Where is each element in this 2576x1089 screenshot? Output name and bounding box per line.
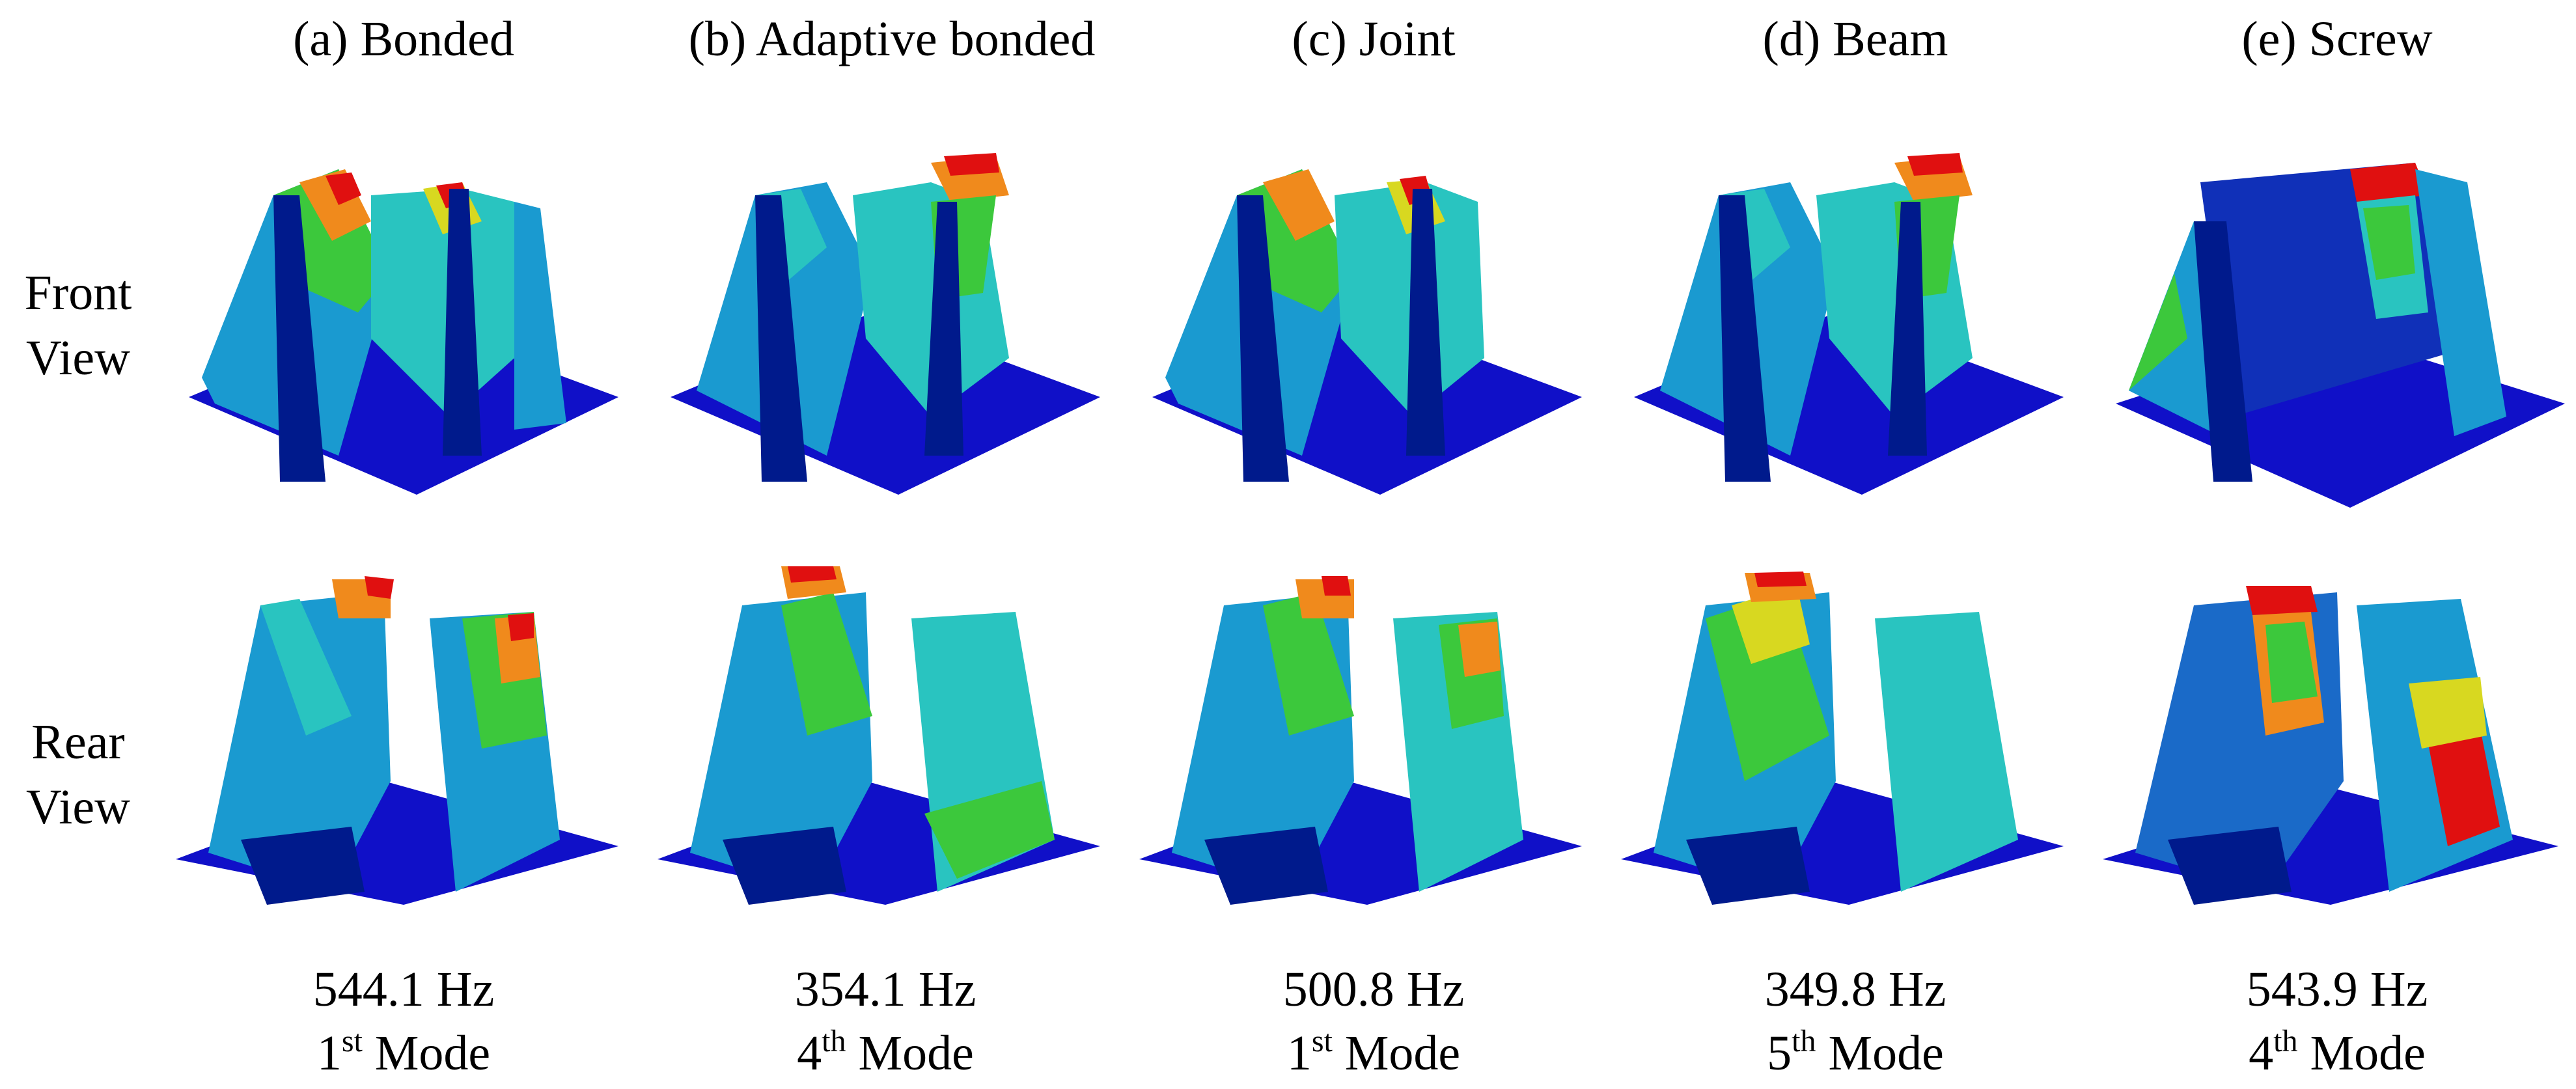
mode-suffix: st [1311,1024,1333,1058]
model-adaptive-bonded-rear [658,566,1100,905]
model-adaptive-bonded-front [671,153,1100,495]
mode-label-joint: 1st Mode [1243,1021,1504,1086]
mode-word: Mode [2310,1026,2426,1081]
row-label-rear-line2: View [25,780,131,834]
column-title-bonded: (a) Bonded [293,12,514,66]
model-joint-front [1152,169,1582,495]
mode-label-adaptive-bonded: 4th Mode [755,1021,1016,1086]
mode-suffix: st [341,1024,363,1058]
column-title-joint: (c) Joint [1292,12,1456,66]
column-title-adaptive-bonded: (b) Adaptive bonded [688,12,1096,66]
column-title-beam: (d) Beam [1762,12,1948,66]
frequency-adaptive-bonded: 354.1 Hz [794,962,976,1017]
mode-word: Mode [1344,1026,1461,1081]
column-title-screw: (e) Screw [2241,12,2433,66]
mode-number: 4 [797,1026,822,1081]
mode-label-beam: 5th Mode [1725,1021,1986,1086]
mode-suffix: th [1792,1024,1816,1058]
model-beam-front [1634,153,2064,495]
mode-word: Mode [1828,1026,1944,1081]
model-screw-rear [2103,586,2558,905]
mode-suffix: th [822,1024,846,1058]
mode-number: 1 [1286,1026,1312,1081]
row-label-front-line2: View [25,331,131,385]
model-joint-rear [1139,576,1582,905]
frequency-joint: 500.8 Hz [1282,962,1465,1017]
mode-word: Mode [858,1026,974,1081]
row-label-front-view: Front View [0,260,156,391]
mode-label-screw: 4th Mode [2207,1021,2467,1086]
model-bonded-front [189,169,618,495]
mode-suffix: th [2273,1024,2298,1058]
row-label-rear-view: Rear View [0,710,156,840]
mode-number: 5 [1767,1026,1792,1081]
row-label-rear-line1: Rear [31,715,125,769]
mode-label-bonded: 1st Mode [273,1021,534,1086]
row-label-front-line1: Front [24,266,132,320]
model-bonded-rear [176,576,618,905]
frequency-beam: 349.8 Hz [1764,962,1946,1017]
frequency-screw: 543.9 Hz [2246,962,2428,1017]
mode-number: 4 [2249,1026,2274,1081]
mode-number: 1 [316,1026,342,1081]
mode-word: Mode [374,1026,491,1081]
model-screw-front [2116,163,2565,508]
frequency-bonded: 544.1 Hz [312,962,495,1017]
model-beam-rear [1621,572,2064,905]
